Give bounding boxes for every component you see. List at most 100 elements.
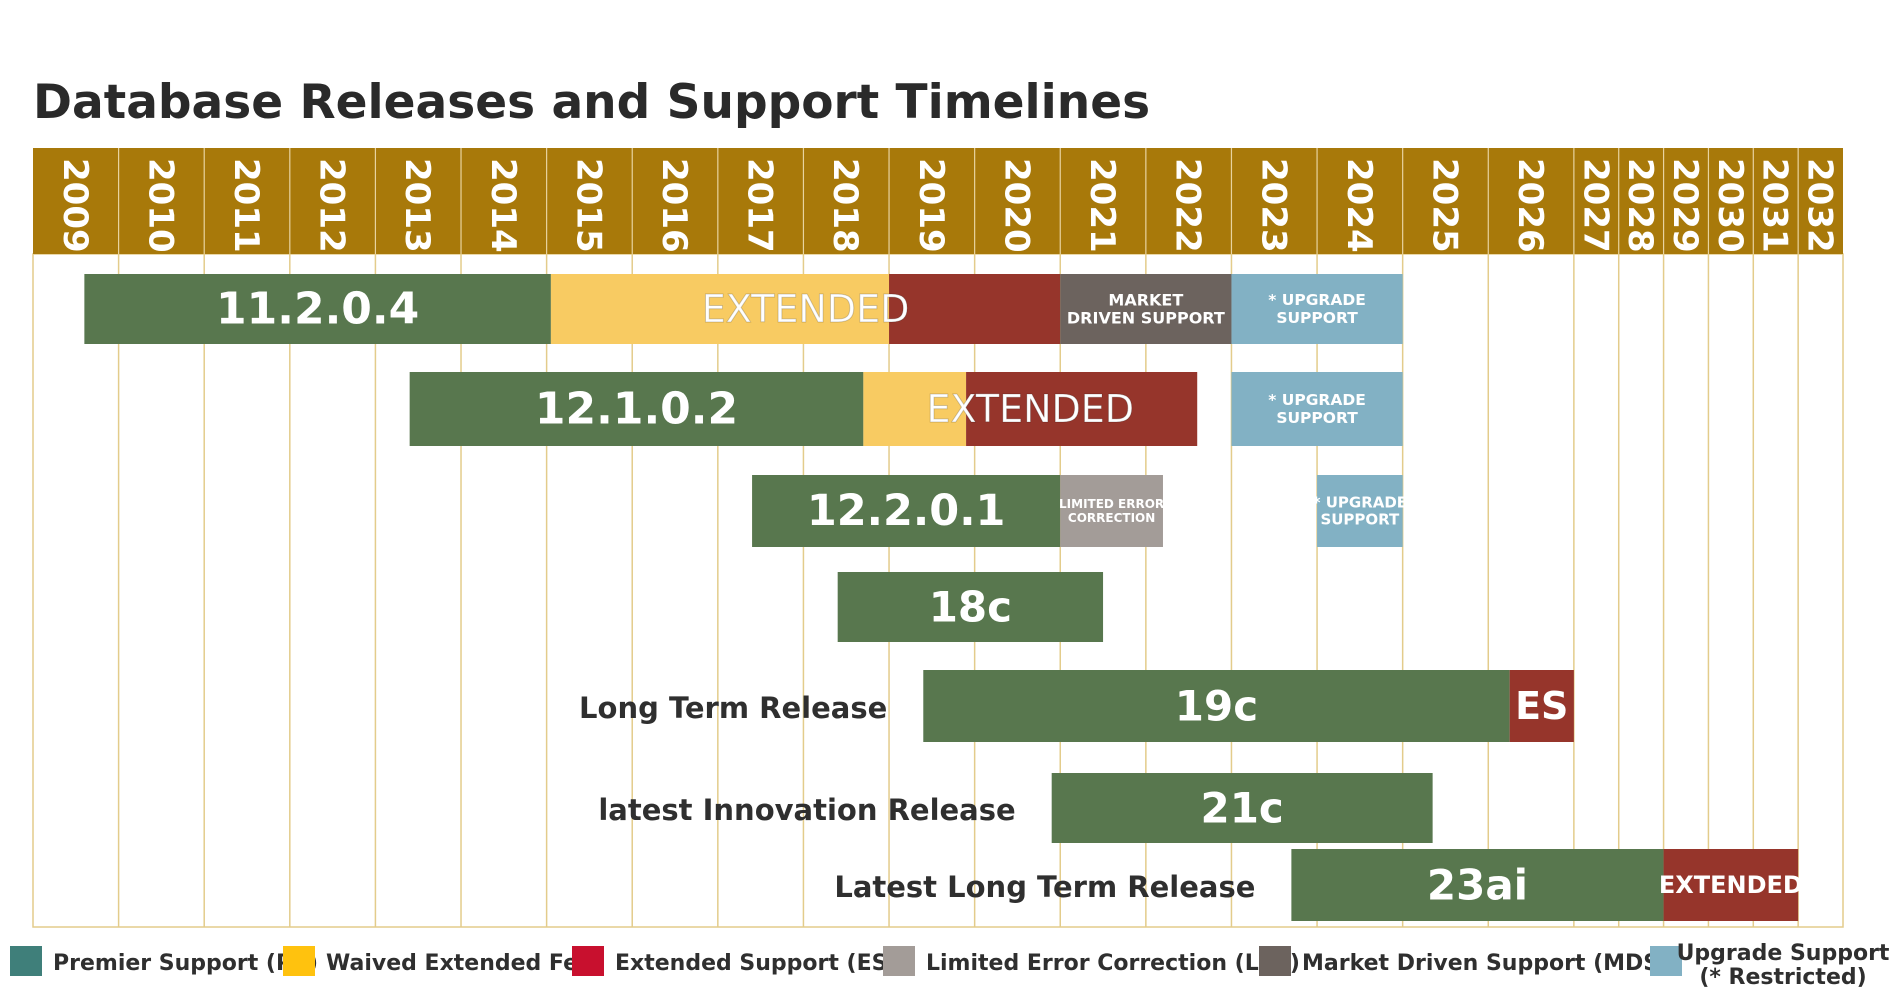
year-tick-label: 2017 [740, 158, 780, 253]
legend-swatch [572, 946, 604, 976]
legend-swatch [1259, 946, 1291, 976]
legend-label: Upgrade Support [1677, 941, 1890, 966]
bar-label: 18c [929, 583, 1012, 632]
year-tick-label: 2011 [226, 158, 266, 253]
bar-label: * UPGRADE [1268, 391, 1366, 409]
bar-label: 12.2.0.1 [807, 486, 1006, 536]
year-header: 2009 2010 2011 2012 2013 2014 2015 2016 2017 2018… [33, 148, 1843, 254]
legend-swatch [10, 946, 42, 976]
year-tick-label: 2028 [1620, 158, 1660, 253]
year-tick-label: 2010 [140, 158, 180, 253]
legend-label: Waived Extended Fee [326, 951, 593, 976]
bar-label: 12.1.0.2 [535, 384, 738, 435]
legend-label: Premier Support (PS) [53, 951, 318, 976]
bar-label: SUPPORT [1276, 409, 1358, 427]
extended-overlay-label: EXTENDED [927, 387, 1135, 431]
bar-ps-segment [1291, 849, 1664, 921]
year-tick-label: 2032 [1800, 158, 1840, 253]
release-row-21c: 21c [1051, 773, 1433, 843]
bar-us-segment [1317, 475, 1403, 547]
legend-swatch [883, 946, 915, 976]
bar-ps-segment [752, 475, 1061, 547]
bar-label: CORRECTION [1068, 511, 1155, 525]
bar-ps-segment [1051, 773, 1433, 843]
bar-ps-segment [837, 572, 1104, 642]
legend-swatch [1650, 946, 1682, 976]
bar-wef-segment [863, 372, 967, 446]
bar-label: SUPPORT [1320, 511, 1400, 529]
bar-label: DRIVEN SUPPORT [1067, 309, 1225, 328]
legend-label: (* Restricted) [1699, 965, 1866, 990]
bar-us-segment [1231, 274, 1403, 344]
bar-es-segment [966, 372, 1198, 446]
year-tick-label: 2015 [568, 158, 608, 253]
chart-title: Database Releases and Support Timelines [33, 75, 1150, 130]
year-tick-label: 2016 [654, 158, 694, 253]
bar-wef-segment [550, 274, 890, 344]
year-tick-label: 2012 [312, 158, 352, 253]
release-row-19c: 19c ES [923, 670, 1574, 742]
year-tick-label: 2014 [483, 158, 523, 253]
bar-label: 23ai [1427, 861, 1528, 910]
bar-es-segment [1509, 670, 1574, 742]
release-row-18c: 18c [837, 572, 1104, 642]
legend-label: Extended Support (ES) [615, 951, 898, 976]
legend-swatch [283, 946, 315, 976]
legend-item-us: Upgrade Support(* Restricted) [1650, 941, 1890, 990]
bar-mds-segment [1060, 274, 1232, 344]
legend: Premier Support (PS) Waived Extended Fee E… [10, 941, 1890, 990]
legend-label: Market Driven Support (MDS) [1302, 951, 1669, 976]
bar-label: 21c [1200, 784, 1283, 833]
year-tick-label: 2025 [1424, 158, 1464, 253]
bar-ps-segment [409, 372, 864, 446]
year-tick-label: 2030 [1710, 158, 1750, 253]
legend-item-es: Extended Support (ES) [572, 946, 898, 976]
header-band [33, 148, 1843, 254]
legend-item-lec: Limited Error Correction (LEC) [883, 946, 1300, 976]
bar-es-segment [1663, 849, 1799, 921]
year-tick-label: 2029 [1665, 158, 1705, 253]
year-tick-label: 2021 [1082, 158, 1122, 253]
year-tick-label: 2027 [1575, 158, 1615, 253]
bar-lec-segment [1060, 475, 1163, 547]
bar-label: * UPGRADE [1313, 493, 1407, 511]
legend-item-ps: Premier Support (PS) [10, 946, 318, 976]
bar-ps-segment [923, 670, 1510, 742]
bar-label: * UPGRADE [1268, 291, 1366, 309]
legend-item-mds: Market Driven Support (MDS) [1259, 946, 1669, 976]
bar-ps-segment [84, 274, 551, 344]
bar-label: LIMITED ERROR [1059, 497, 1164, 511]
year-tick-label: 2013 [397, 158, 437, 253]
bar-label: MARKET [1108, 290, 1183, 309]
bar-label: 19c [1175, 682, 1258, 731]
release-row-23ai: 23ai EXTENDED [1291, 849, 1803, 921]
year-tick-label: 2026 [1510, 158, 1550, 253]
bar-us-segment [1231, 372, 1403, 446]
bar-label: ES [1515, 684, 1568, 728]
bar-label: SUPPORT [1276, 309, 1358, 327]
row-label: Long Term Release [579, 691, 887, 725]
row-labels: Long Term Release latest Innovation Relea… [579, 691, 1255, 904]
year-tick-label: 2031 [1755, 158, 1795, 253]
bar-label: 11.2.0.4 [216, 284, 419, 335]
bar-es-segment [889, 274, 1061, 344]
row-label: Latest Long Term Release [834, 870, 1255, 904]
grid [32, 253, 1844, 928]
year-tick-label: 2022 [1168, 158, 1208, 253]
year-tick-label: 2019 [911, 158, 951, 253]
legend-label: Limited Error Correction (LEC) [926, 951, 1300, 976]
extended-overlay-label: EXTENDED [702, 287, 910, 331]
legend-item-wef: Waived Extended Fee [283, 946, 593, 976]
year-tick-label: 2023 [1253, 158, 1293, 253]
year-tick-label: 2020 [996, 158, 1036, 253]
row-label: latest Innovation Release [598, 793, 1015, 827]
year-tick-label: 2024 [1339, 158, 1379, 253]
year-tick-label: 2018 [825, 158, 865, 253]
bar-label: EXTENDED [1659, 871, 1803, 899]
year-tick-label: 2009 [55, 158, 95, 253]
